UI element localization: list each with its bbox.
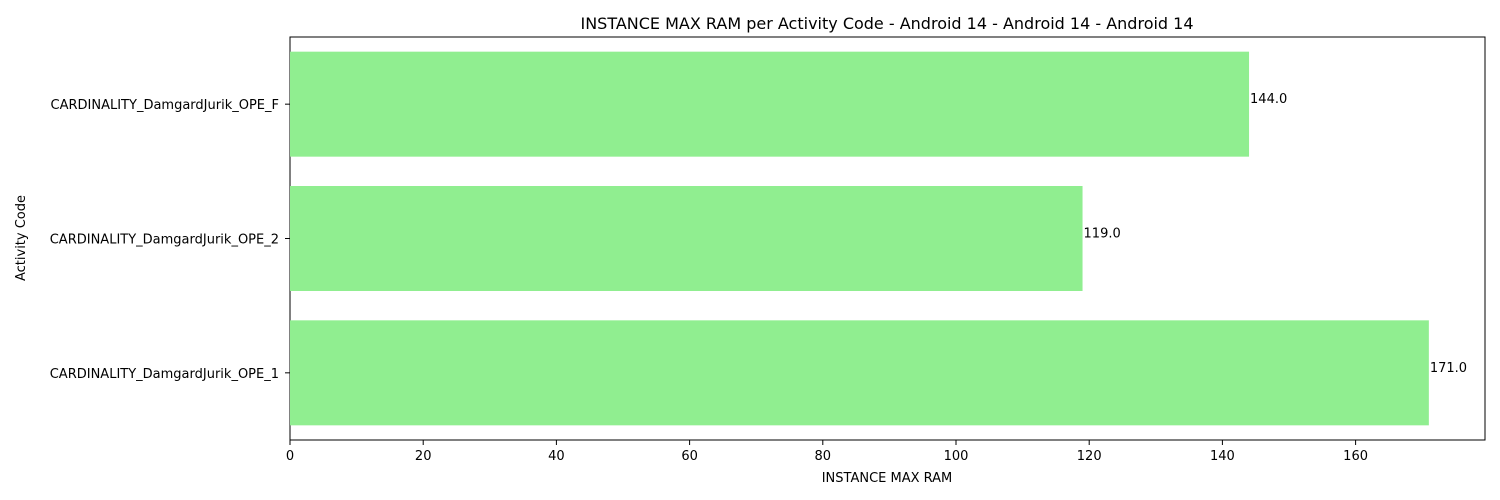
bar-value-label-1: 144.0 — [1250, 92, 1287, 107]
x-axis-label: INSTANCE MAX RAM — [822, 471, 953, 486]
chart-title: INSTANCE MAX RAM per Activity Code - And… — [580, 14, 1193, 33]
bar-value-label-2: 119.0 — [1084, 227, 1121, 242]
x-tick-label-6: 100 — [944, 449, 969, 464]
bar-1 — [290, 51, 1250, 157]
y-tick-label-1: CARDINALITY_DamgardJurik_OPE_F — [51, 98, 279, 113]
x-tick-label-7: 120 — [1077, 449, 1102, 464]
bar-3 — [290, 320, 1429, 426]
x-tick-label-8: 140 — [1210, 449, 1235, 464]
x-axis: 0 20 40 60 80 100 120 140 160 — [286, 440, 1368, 464]
bars-layer — [290, 51, 1429, 426]
x-tick-label-4: 60 — [681, 449, 698, 464]
y-tick-label-3: CARDINALITY_DamgardJurik_OPE_1 — [50, 367, 279, 382]
x-tick-label-5: 80 — [815, 449, 832, 464]
bar-2 — [290, 186, 1083, 291]
x-tick-label-3: 40 — [548, 449, 565, 464]
y-tick-label-2: CARDINALITY_DamgardJurik_OPE_2 — [50, 233, 279, 248]
y-axis-label: Activity Code — [14, 195, 29, 281]
x-tick-label-2: 20 — [415, 449, 432, 464]
x-tick-label-9: 160 — [1343, 449, 1368, 464]
value-labels-layer: 144.0 119.0 171.0 — [1084, 92, 1468, 376]
bar-value-label-3: 171.0 — [1430, 361, 1467, 376]
y-axis: CARDINALITY_DamgardJurik_OPE_F CARDINALIT… — [50, 98, 290, 382]
x-tick-label-1: 0 — [286, 449, 294, 464]
